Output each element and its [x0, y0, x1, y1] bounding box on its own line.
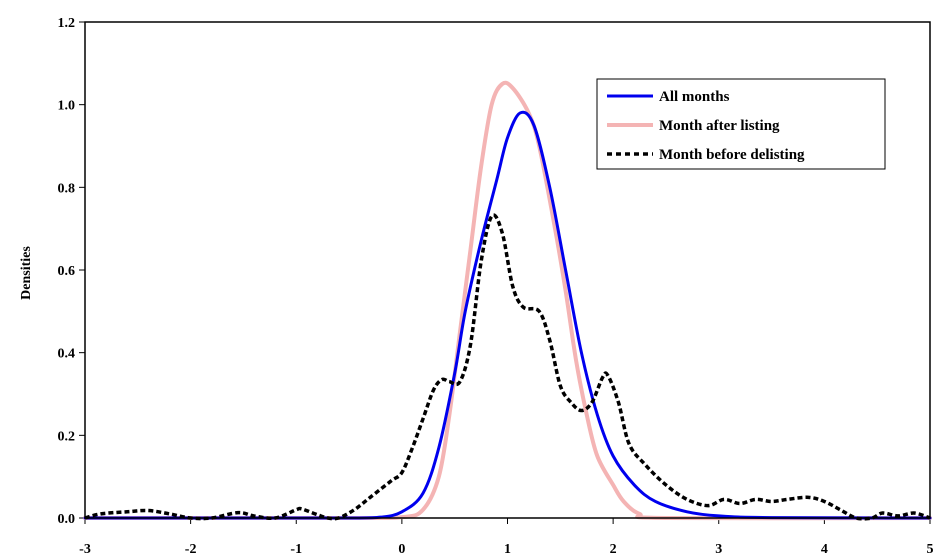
x-tick-label: 2	[610, 542, 617, 557]
y-axis-title: Densities	[19, 246, 34, 300]
y-tick-label: 0.0	[58, 512, 76, 527]
x-tick-label: -2	[185, 542, 197, 557]
series-lines	[83, 80, 932, 521]
y-tick-label: 1.0	[58, 99, 76, 114]
y-axis-ticks: 0.0 0.2 0.4 0.6 0.8 1.0 1.2	[58, 16, 85, 527]
series-line-month-after-listing	[83, 80, 932, 521]
x-tick-label: -1	[290, 542, 302, 557]
y-tick-label: 0.4	[58, 347, 76, 362]
legend: All months Month after listing Month bef…	[596, 78, 886, 170]
plot-area-frame	[84, 21, 931, 519]
y-tick-label: 0.6	[58, 264, 76, 279]
x-tick-label: 0	[398, 542, 405, 557]
x-tick-label: 1	[504, 542, 511, 557]
y-tick-label: 0.2	[58, 429, 76, 444]
y-tick-label: 1.2	[58, 16, 76, 31]
x-tick-label: 4	[821, 542, 828, 557]
x-axis-ticks: -3 -2 -1 0 1 2 3 4 5	[79, 518, 934, 557]
legend-label-month-before-delisting: Month before delisting	[659, 147, 805, 163]
legend-label-all-months: All months	[659, 89, 730, 105]
legend-label-month-after-listing: Month after listing	[659, 118, 780, 134]
series-line-all-months	[83, 110, 932, 520]
y-tick-label: 0.8	[58, 181, 76, 196]
x-tick-label: 3	[715, 542, 722, 557]
x-tick-label: 5	[927, 542, 934, 557]
series-line-month-before-delisting	[84, 213, 931, 521]
x-tick-label: -3	[79, 542, 91, 557]
